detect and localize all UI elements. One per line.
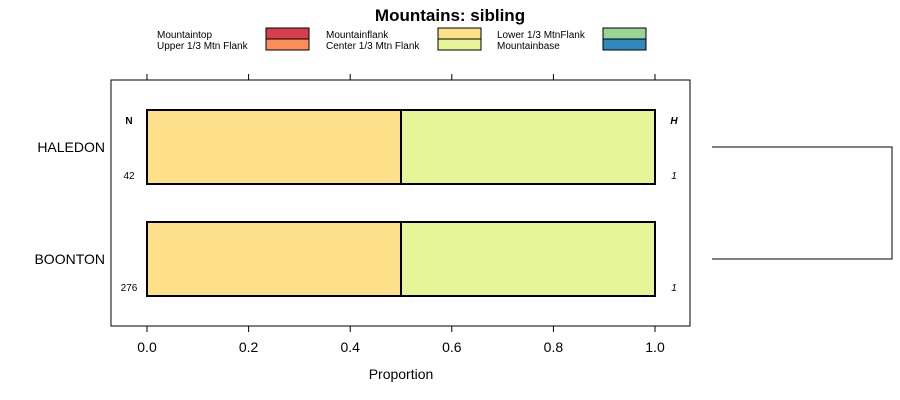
h-value: 1 xyxy=(671,171,677,182)
legend-swatch xyxy=(602,38,647,51)
legend-swatch xyxy=(265,38,310,51)
x-tick-label: 0.0 xyxy=(137,339,157,355)
legend-swatch xyxy=(437,38,482,51)
chart-title: Mountains: sibling xyxy=(375,6,525,25)
legend-label: Mountainbase xyxy=(497,41,560,52)
x-tick-label: 1.0 xyxy=(645,339,665,355)
legend-label: Lower 1/3 MtnFlank xyxy=(497,30,586,41)
legend-swatch xyxy=(265,27,310,40)
n-value: 42 xyxy=(123,171,135,182)
n-value: 276 xyxy=(121,283,138,294)
row-labels: HALEDON 42 1 BOONTON 276 1 xyxy=(34,139,676,294)
legend-label: Upper 1/3 Mtn Flank xyxy=(157,41,249,52)
x-tick-label: 0.8 xyxy=(544,339,564,355)
h-value: 1 xyxy=(671,283,677,294)
legend-swatch xyxy=(602,27,647,40)
dendrogram xyxy=(712,146,893,260)
row-label: HALEDON xyxy=(37,139,105,155)
n-header: N xyxy=(125,116,132,127)
bar-segment xyxy=(400,221,656,297)
legend-label: Mountainflank xyxy=(326,30,389,41)
x-tick-label: 0.4 xyxy=(340,339,360,355)
bar-segment xyxy=(146,109,402,185)
x-tick-label: 0.6 xyxy=(442,339,462,355)
h-header: H xyxy=(670,116,678,127)
row-label: BOONTON xyxy=(34,251,105,267)
bar-segment xyxy=(400,109,656,185)
x-tick-label: 0.2 xyxy=(239,339,259,355)
x-axis-label: Proportion xyxy=(369,366,434,382)
legend-label: Mountaintop xyxy=(157,30,212,41)
dendrogram-link xyxy=(712,146,893,260)
legend-swatch xyxy=(437,27,482,40)
plot-frame xyxy=(110,79,691,327)
legend-label: Center 1/3 Mtn Flank xyxy=(326,41,420,52)
x-axis: 0.0 0.2 0.4 0.6 0.8 1.0 xyxy=(137,74,665,355)
bar-segment xyxy=(146,221,402,297)
bars xyxy=(146,109,656,297)
